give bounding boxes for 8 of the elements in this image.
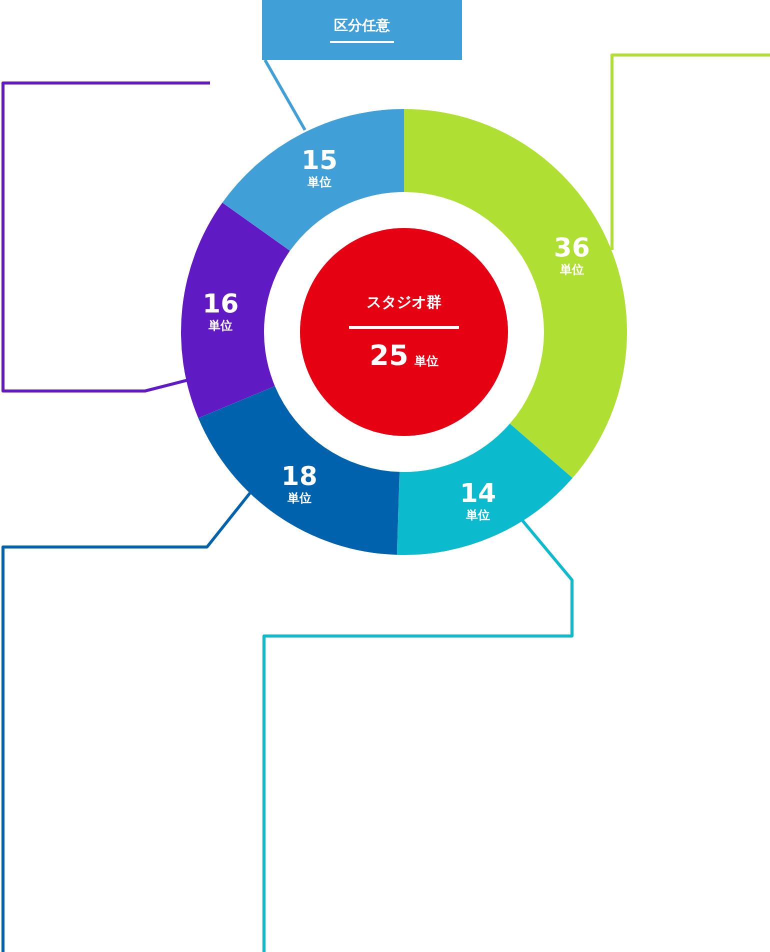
data-label: 36 単位	[554, 233, 590, 276]
data-label: 16 単位	[202, 290, 239, 333]
text: 25 単位	[370, 338, 438, 372]
text: 区分任意	[330, 17, 394, 43]
text: スタジオ群	[349, 292, 459, 328]
data-label: 18 単位	[281, 462, 318, 505]
data-label: 14 単位	[460, 479, 496, 522]
data-label: 15 単位	[301, 146, 338, 190]
